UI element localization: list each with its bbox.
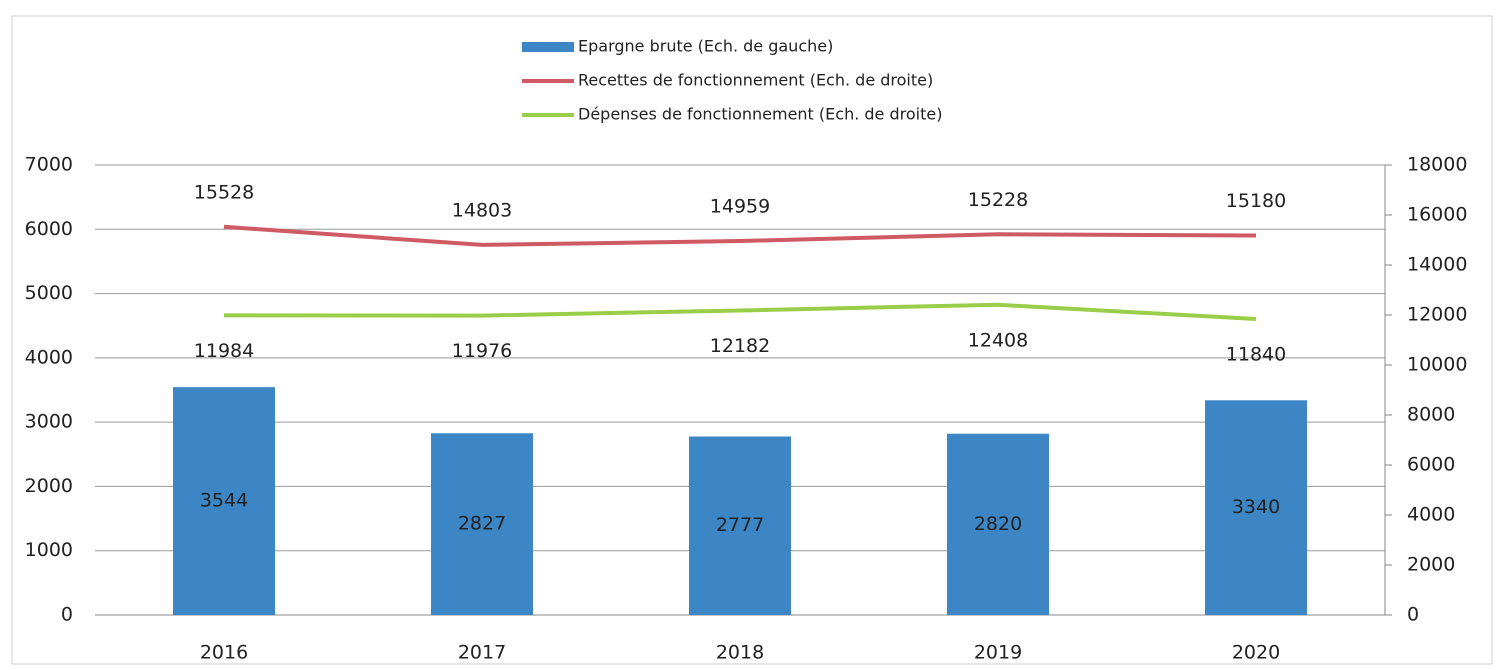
- y-tick-label: 7000: [25, 154, 73, 176]
- x-tick-label: 2018: [716, 642, 764, 664]
- y2-tick-label: 8000: [1407, 404, 1455, 426]
- x-tick-label: 2016: [200, 642, 248, 664]
- bar-label: 3340: [1232, 496, 1280, 518]
- line-label: 12408: [968, 329, 1028, 351]
- legend-label: Dépenses de fonctionnement (Ech. de droi…: [578, 105, 942, 124]
- y-tick-label: 1000: [25, 539, 73, 561]
- y2-tick-label: 16000: [1407, 204, 1467, 226]
- y2-tick-label: 0: [1407, 604, 1419, 626]
- line-label: 14959: [710, 196, 770, 218]
- bar-label: 3544: [200, 490, 248, 512]
- bar-label: 2827: [458, 513, 506, 535]
- x-tick-label: 2020: [1232, 642, 1280, 664]
- line-label: 15528: [194, 181, 254, 203]
- line-label: 15180: [1226, 190, 1286, 212]
- y2-tick-label: 18000: [1407, 154, 1467, 176]
- y-tick-label: 6000: [25, 218, 73, 240]
- bar: [689, 436, 791, 615]
- y2-tick-label: 10000: [1407, 354, 1467, 376]
- y2-tick-label: 6000: [1407, 454, 1455, 476]
- x-tick-label: 2017: [458, 642, 506, 664]
- line-label: 12182: [710, 335, 770, 357]
- line: [223, 302, 1257, 321]
- y2-tick-label: 4000: [1407, 504, 1455, 526]
- line-label: 14803: [452, 199, 512, 221]
- y-tick-label: 0: [61, 604, 73, 626]
- line-label: 11984: [194, 340, 254, 362]
- y-tick-label: 4000: [25, 346, 73, 368]
- legend-label: Recettes de fonctionnement (Ech. de droi…: [578, 71, 933, 90]
- line-label: 15228: [968, 189, 1028, 211]
- legend-label: Epargne brute (Ech. de gauche): [578, 37, 833, 56]
- y2-tick-label: 14000: [1407, 254, 1467, 276]
- y2-tick-label: 12000: [1407, 304, 1467, 326]
- y-tick-label: 5000: [25, 282, 73, 304]
- line-label: 11976: [452, 340, 512, 362]
- bar-label: 2777: [716, 514, 764, 536]
- x-tick-label: 2019: [974, 642, 1022, 664]
- y2-tick-label: 2000: [1407, 554, 1455, 576]
- legend-swatch: [522, 42, 574, 52]
- bar: [1205, 400, 1307, 615]
- bar: [431, 433, 533, 615]
- y-tick-label: 3000: [25, 411, 73, 433]
- y-tick-label: 2000: [25, 475, 73, 497]
- bar-label: 2820: [974, 513, 1022, 535]
- bar: [947, 433, 1049, 615]
- chart-border: [11, 15, 1493, 665]
- line: [223, 224, 1257, 247]
- line-label: 11840: [1226, 344, 1286, 366]
- bar: [173, 387, 275, 615]
